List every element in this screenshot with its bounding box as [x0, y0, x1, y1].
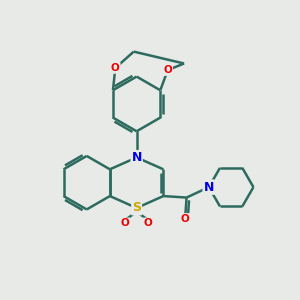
Text: O: O [121, 218, 130, 228]
Text: O: O [111, 63, 120, 73]
Text: N: N [204, 181, 214, 194]
Text: N: N [204, 181, 214, 194]
Text: O: O [143, 218, 152, 228]
Text: S: S [132, 202, 141, 214]
Text: O: O [164, 65, 172, 75]
Text: N: N [131, 151, 142, 164]
Text: O: O [181, 214, 189, 224]
